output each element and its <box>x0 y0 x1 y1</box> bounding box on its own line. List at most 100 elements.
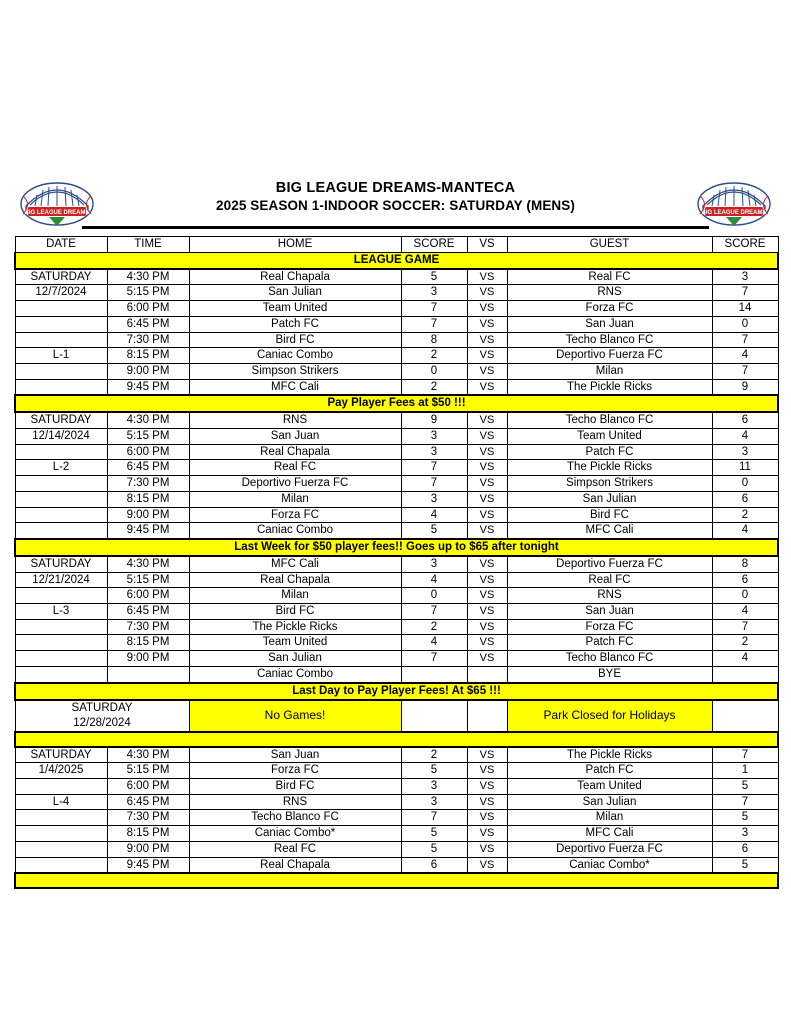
col-header-vs: VS <box>466 236 508 253</box>
guest-score: 7 <box>711 745 779 764</box>
home-score: 3 <box>400 443 468 461</box>
home-score: 4 <box>400 506 468 524</box>
guest-team: The Pickle Ricks <box>506 378 713 397</box>
col-header-score: SCORE <box>400 236 468 253</box>
home-score: 5 <box>400 840 468 858</box>
banner-text <box>14 872 779 890</box>
vs-label: VS <box>466 315 508 333</box>
home-team: Bird FC <box>188 331 402 349</box>
home-team: San Julian <box>188 650 402 667</box>
game-date <box>14 825 108 842</box>
home-score <box>400 665 468 684</box>
game-time: 5:15 PM <box>106 284 190 302</box>
game-date <box>14 665 108 684</box>
holiday-score2-blank <box>711 698 779 733</box>
home-score: 7 <box>400 315 468 333</box>
vs-label: VS <box>466 347 508 364</box>
home-score: 3 <box>400 777 468 795</box>
guest-team: Techo Blanco FC <box>506 411 713 430</box>
vs-label: VS <box>466 378 508 397</box>
home-score: 0 <box>400 587 468 605</box>
banner-text: Pay Player Fees at $50 !!! <box>14 394 779 413</box>
banner-row <box>14 872 779 890</box>
vs-label: VS <box>466 475 508 492</box>
banner-row: Last Week for $50 player fees!! Goes up … <box>14 538 779 557</box>
title-line-2: 2025 SEASON 1-INDOOR SOCCER: SATURDAY (M… <box>216 198 575 213</box>
guest-team: The Pickle Ricks <box>506 745 713 764</box>
guest-score: 3 <box>711 825 779 842</box>
home-team: Forza FC <box>188 762 402 779</box>
game-row: 6:45 PM Patch FC 7 VS San Juan 0 <box>14 315 779 333</box>
vs-label: VS <box>466 856 508 875</box>
game-time: 8:15 PM <box>106 825 190 842</box>
guest-score: 2 <box>711 634 779 652</box>
guest-score: 2 <box>711 506 779 524</box>
banner-row: LEAGUE GAME <box>14 251 779 270</box>
guest-score: 6 <box>711 840 779 858</box>
game-time: 6:00 PM <box>106 587 190 605</box>
banner-text <box>14 731 779 748</box>
game-time: 6:45 PM <box>106 603 190 620</box>
game-time: 6:45 PM <box>106 793 190 811</box>
vs-label: VS <box>466 459 508 477</box>
home-score: 5 <box>400 522 468 540</box>
game-date <box>14 777 108 795</box>
banner-row: Pay Player Fees at $50 !!! <box>14 394 779 413</box>
home-team: Patch FC <box>188 315 402 333</box>
guest-score: 4 <box>711 522 779 540</box>
vs-label <box>466 665 508 684</box>
home-score: 5 <box>400 825 468 842</box>
game-row: 8:15 PM Caniac Combo* 5 VS MFC Cali 3 <box>14 825 779 842</box>
game-row: L-3 6:45 PM Bird FC 7 VS San Juan 4 <box>14 603 779 620</box>
game-date <box>14 506 108 524</box>
game-row: 12/7/2024 5:15 PM San Julian 3 VS RNS 7 <box>14 284 779 302</box>
guest-score: 4 <box>711 428 779 445</box>
vs-label: VS <box>466 428 508 445</box>
svg-text:BIG LEAGUE DREAMS: BIG LEAGUE DREAMS <box>24 210 89 216</box>
guest-team: Deportivo Fuerza FC <box>506 554 713 573</box>
game-row: 1/4/2025 5:15 PM Forza FC 5 VS Patch FC 1 <box>14 762 779 779</box>
game-row: L-4 6:45 PM RNS 3 VS San Julian 7 <box>14 793 779 811</box>
guest-team: Caniac Combo* <box>506 856 713 875</box>
home-score: 0 <box>400 362 468 380</box>
home-score: 7 <box>400 300 468 317</box>
guest-team: BYE <box>506 665 713 684</box>
game-date <box>14 522 108 540</box>
home-team: Real Chapala <box>188 267 402 286</box>
guest-team: Deportivo Fuerza FC <box>506 840 713 858</box>
game-time: 4:30 PM <box>106 745 190 764</box>
banner-row: Last Day to Pay Player Fees! At $65 !!! <box>14 682 779 701</box>
home-score: 7 <box>400 809 468 827</box>
home-score: 2 <box>400 618 468 636</box>
vs-label: VS <box>466 650 508 667</box>
guest-team: Team United <box>506 428 713 445</box>
game-date: SATURDAY <box>14 411 108 430</box>
big-league-dreams-logo-left: BIG LEAGUE DREAMS <box>18 176 96 228</box>
holiday-row: SATURDAY 12/28/2024 No Games! Park Closed f… <box>14 698 779 733</box>
guest-score: 3 <box>711 267 779 286</box>
game-time: 6:00 PM <box>106 300 190 317</box>
home-score: 3 <box>400 428 468 445</box>
holiday-score-blank <box>400 698 468 733</box>
schedule-table: DATE TIME HOME SCORE VS GUEST SCORE LEAG… <box>14 236 779 890</box>
game-date: L-2 <box>14 459 108 477</box>
home-team: Milan <box>188 587 402 605</box>
col-header-score2: SCORE <box>711 236 779 253</box>
home-team: The Pickle Ricks <box>188 618 402 636</box>
home-team: Simpson Strikers <box>188 362 402 380</box>
game-row: 9:45 PM Real Chapala 6 VS Caniac Combo* 5 <box>14 856 779 875</box>
svg-text:BIG LEAGUE DREAMS: BIG LEAGUE DREAMS <box>701 210 766 216</box>
guest-team: San Juan <box>506 603 713 620</box>
col-header-home: HOME <box>188 236 402 253</box>
game-time: 7:30 PM <box>106 618 190 636</box>
guest-team: Bird FC <box>506 506 713 524</box>
guest-team: RNS <box>506 587 713 605</box>
game-time: 7:30 PM <box>106 809 190 827</box>
banner-row <box>14 731 779 748</box>
title-divider <box>82 226 709 229</box>
guest-team: Real FC <box>506 267 713 286</box>
guest-team: San Julian <box>506 793 713 811</box>
game-date: L-3 <box>14 603 108 620</box>
game-date <box>14 475 108 492</box>
guest-team: MFC Cali <box>506 825 713 842</box>
